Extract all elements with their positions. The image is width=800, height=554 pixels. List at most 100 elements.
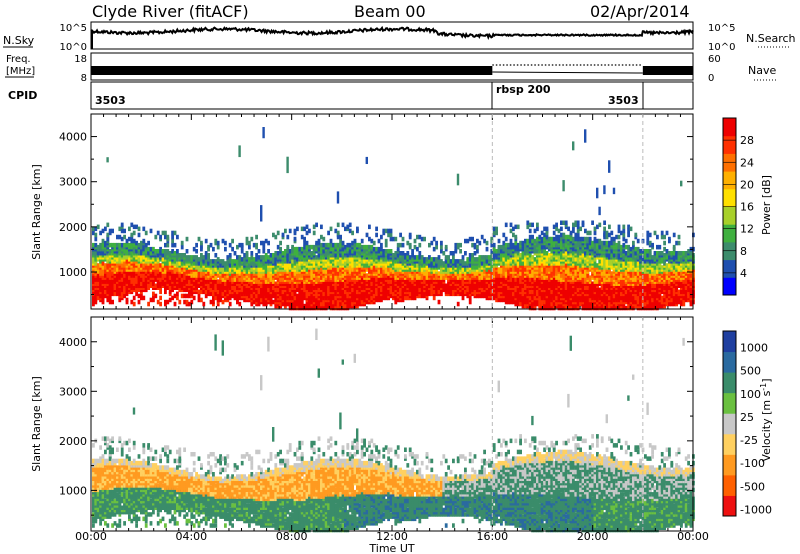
- power-cell: [353, 267, 357, 272]
- power-cell: [154, 249, 158, 254]
- power-cell: [233, 285, 237, 290]
- power-cell: [468, 236, 472, 242]
- power-cell: [216, 244, 220, 250]
- power-cell: [526, 224, 530, 230]
- power-cell: [190, 291, 194, 297]
- power-cell: [152, 297, 155, 303]
- power-cell: [320, 267, 323, 272]
- power-cell: [447, 259, 450, 264]
- power-cell: [495, 226, 498, 232]
- power-cell: [454, 291, 458, 297]
- power-cell: [140, 249, 143, 254]
- power-cell: [416, 234, 419, 240]
- power-cell: [533, 257, 537, 262]
- power-cell: [502, 240, 506, 246]
- power-cell: [207, 257, 210, 262]
- power-cell: [341, 240, 345, 246]
- power-cell: [310, 244, 314, 250]
- power-cell: [351, 263, 354, 268]
- date-title: 02/Apr/2014: [590, 2, 690, 21]
- power-cell: [351, 240, 354, 246]
- power-cell: [356, 289, 359, 295]
- power-cell: [514, 240, 518, 246]
- power-cell: [262, 265, 266, 270]
- power-cell: [560, 232, 563, 238]
- power-cell: [428, 242, 431, 248]
- power-cell: [128, 242, 131, 248]
- power-cell: [440, 275, 443, 280]
- power-cell: [106, 232, 110, 238]
- power-cell: [416, 255, 419, 260]
- power-cell: [492, 246, 496, 252]
- power-cell: [423, 236, 426, 242]
- power-cell: [183, 253, 186, 258]
- power-cell: [471, 236, 474, 242]
- power-cell: [104, 289, 107, 295]
- power-cell: [200, 257, 203, 262]
- power-cell: [250, 236, 254, 242]
- power-cell: [276, 230, 280, 236]
- power-cell: [473, 285, 477, 290]
- power-cell: [149, 297, 153, 303]
- power-cell: [101, 293, 105, 299]
- power-cell: [471, 257, 474, 262]
- power-cell: [473, 271, 477, 276]
- power-cell: [173, 242, 177, 248]
- power-cell: [300, 226, 304, 232]
- power-cell: [464, 238, 467, 244]
- power-cell: [507, 275, 510, 280]
- power-sparse-cell: [562, 180, 565, 192]
- power-cell: [459, 242, 462, 248]
- power-cell: [128, 236, 131, 242]
- power-cell: [368, 283, 371, 288]
- power-cell: [562, 305, 566, 311]
- power-cell: [300, 246, 304, 252]
- power-cell: [521, 240, 525, 246]
- power-cell: [425, 269, 429, 274]
- power-cell: [293, 246, 297, 252]
- power-cell: [514, 224, 518, 230]
- power-cell: [224, 246, 227, 252]
- freq-label-line2: [MHz]: [6, 66, 35, 77]
- power-cell: [459, 259, 462, 264]
- power-cell: [108, 257, 112, 262]
- power-cell: [564, 295, 568, 301]
- power-cell: [502, 244, 506, 250]
- power-cell: [250, 275, 254, 280]
- power-cell: [264, 238, 268, 244]
- power-cell: [550, 236, 554, 242]
- power-sparse-cell: [286, 156, 289, 174]
- power-cell: [440, 291, 443, 297]
- power-cell: [255, 257, 258, 262]
- power-cell: [140, 273, 143, 278]
- power-cell: [406, 251, 410, 256]
- power-cell: [164, 230, 167, 236]
- power-cell: [260, 240, 263, 246]
- power-cell: [413, 255, 417, 260]
- power-cell: [485, 246, 489, 252]
- power-cell: [454, 242, 458, 248]
- power-cell: [552, 236, 556, 242]
- power-cell: [346, 242, 350, 248]
- power-cell: [161, 230, 165, 236]
- power-cell: [236, 255, 239, 260]
- power-cell: [440, 249, 443, 254]
- power-cell: [365, 273, 369, 278]
- power-cell: [243, 261, 246, 266]
- power-cell: [468, 299, 472, 305]
- power-cell: [106, 271, 110, 276]
- power-cell: [185, 255, 189, 260]
- power-cell: [348, 257, 352, 262]
- power-cell: [305, 244, 309, 250]
- power-cell: [135, 267, 138, 272]
- power-cell: [207, 253, 210, 258]
- power-cell: [351, 230, 354, 236]
- power-cell: [171, 230, 174, 236]
- power-cell: [281, 289, 285, 295]
- power-cell: [468, 269, 472, 274]
- power-cell: [296, 226, 299, 232]
- power-cell: [214, 238, 218, 244]
- power-cell: [272, 299, 275, 305]
- power-cell: [176, 291, 179, 297]
- power-cell: [140, 257, 143, 262]
